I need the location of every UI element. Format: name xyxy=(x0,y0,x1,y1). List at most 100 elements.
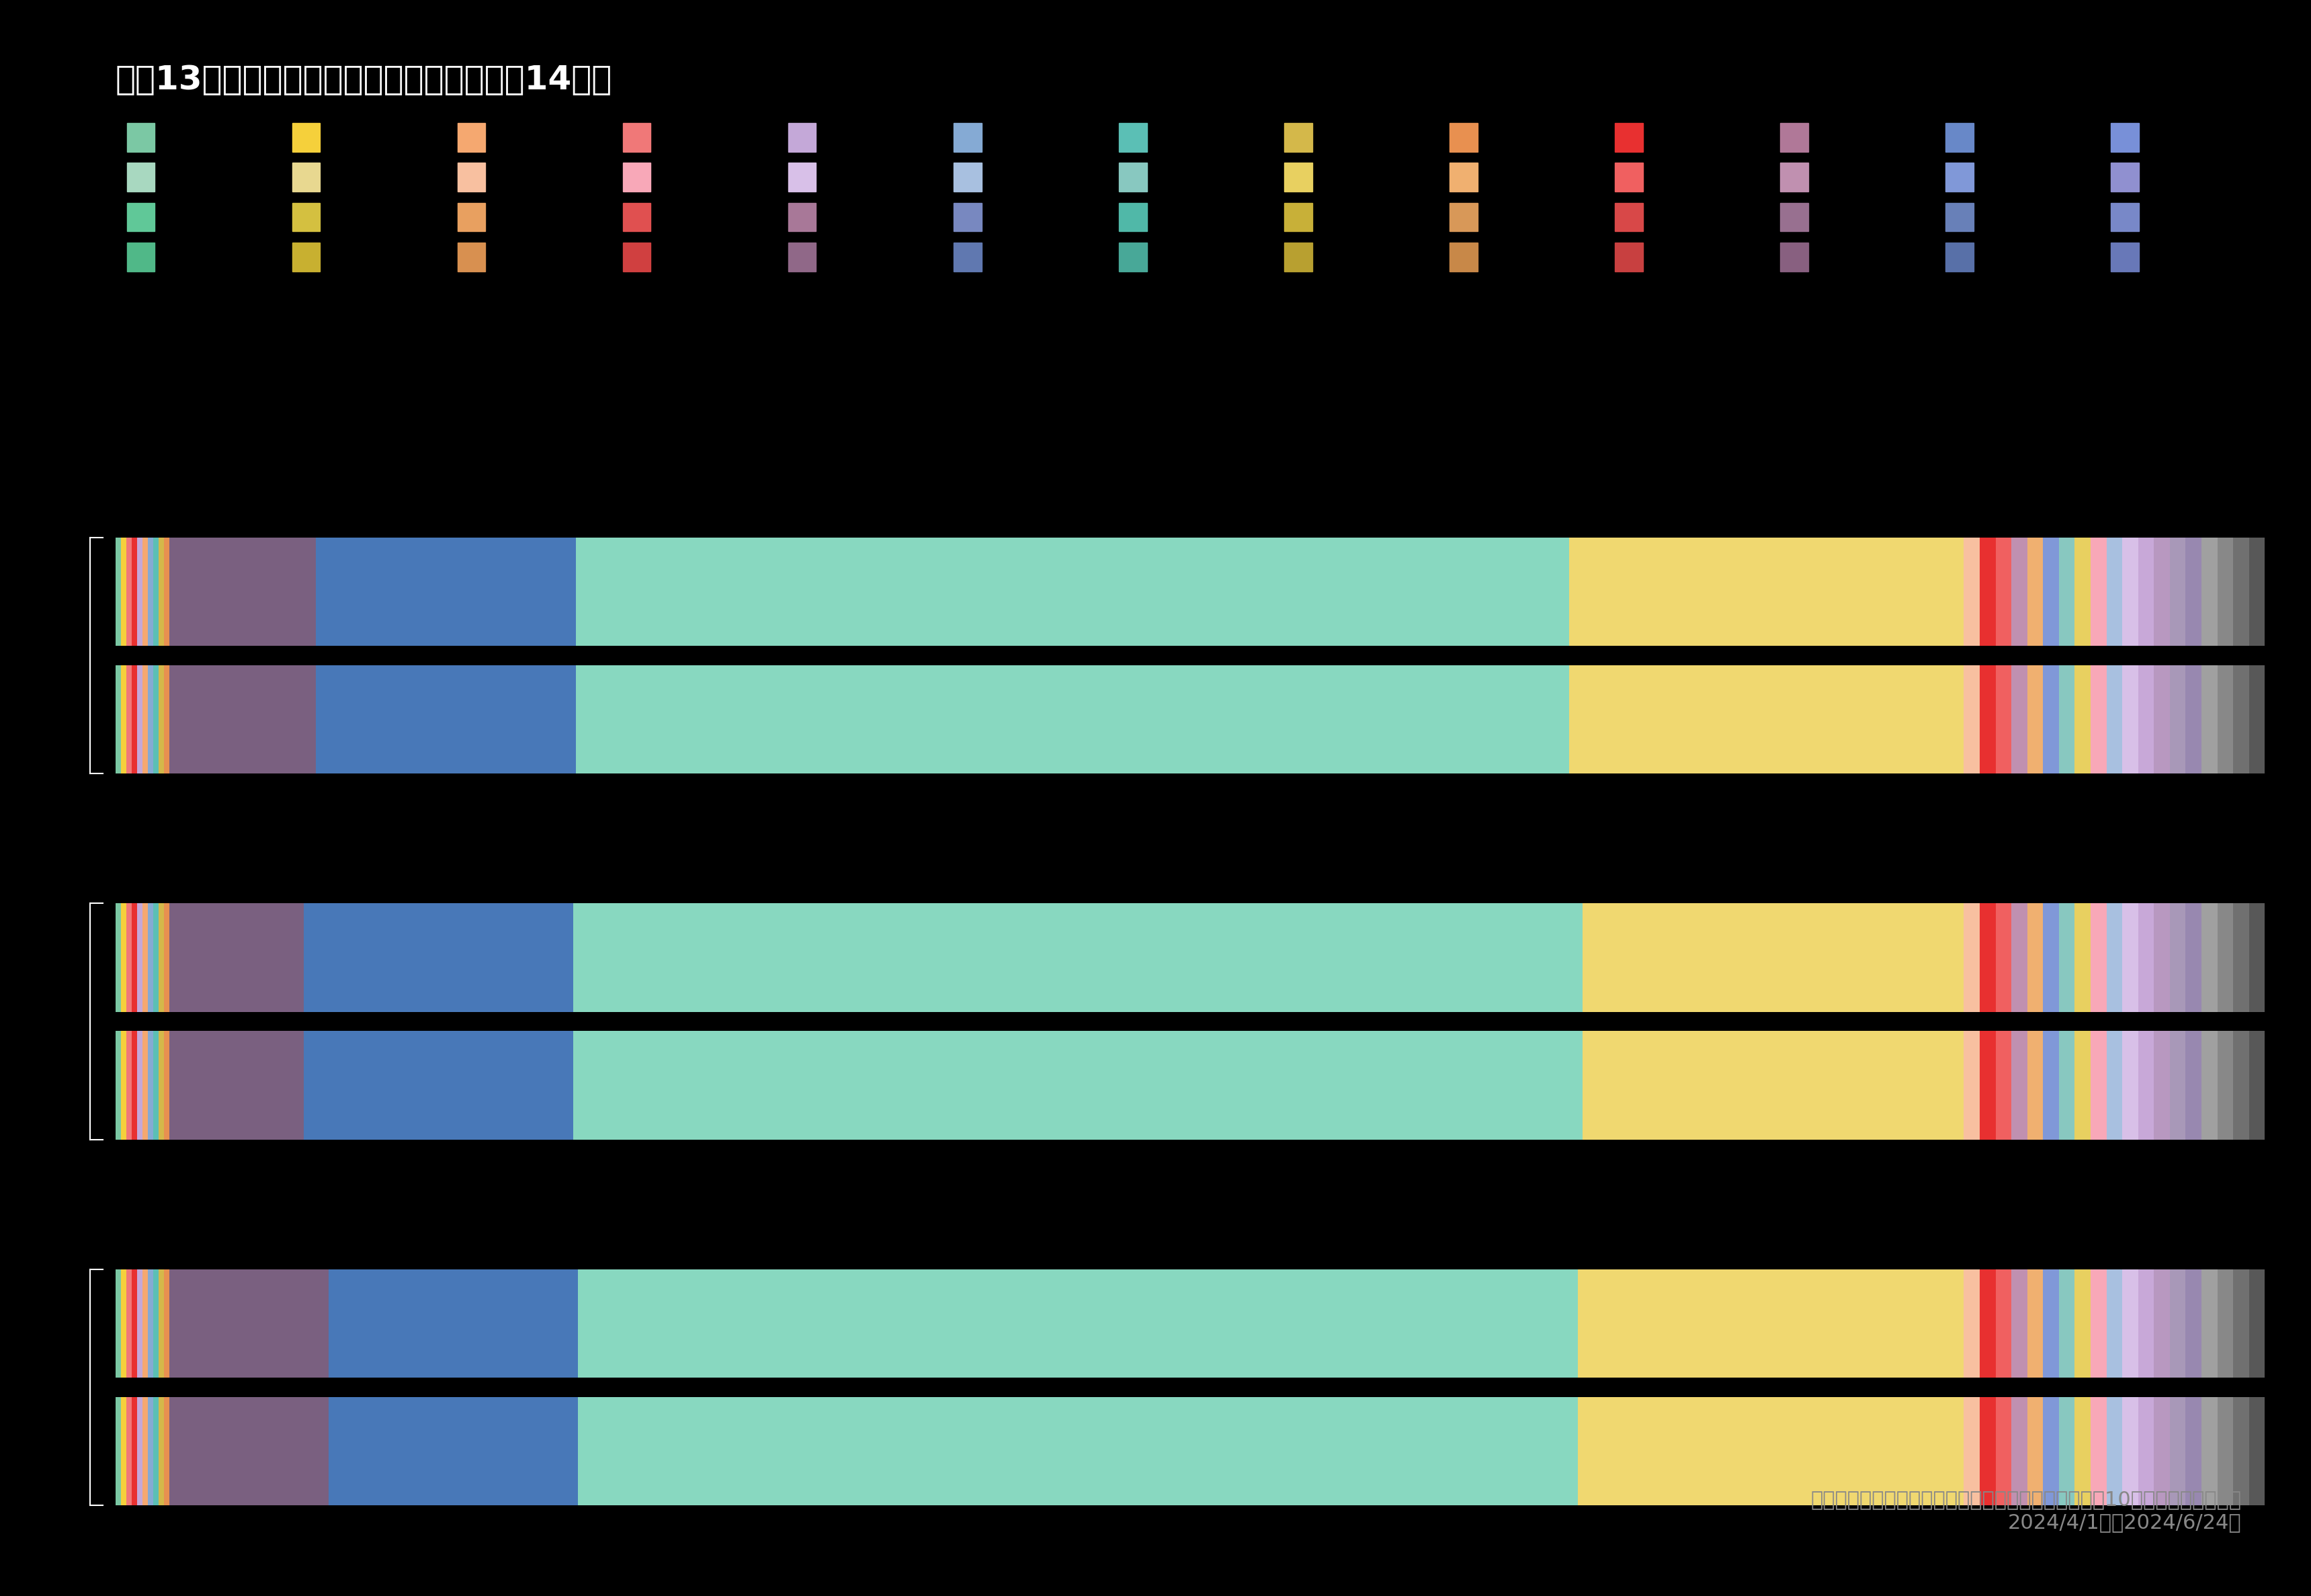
Bar xyxy=(2121,538,2138,646)
Bar xyxy=(2154,666,2170,774)
Text: 直近13週平均の居住地別人口構成　平日－14時台: 直近13週平均の居住地別人口構成 平日－14時台 xyxy=(116,64,612,96)
Bar xyxy=(328,1396,578,1505)
Bar xyxy=(2138,903,2154,1012)
Bar xyxy=(116,666,120,774)
Bar xyxy=(169,903,303,1012)
Bar xyxy=(2138,1396,2154,1505)
Bar xyxy=(1997,1396,2011,1505)
Bar xyxy=(120,666,127,774)
Bar xyxy=(1997,666,2011,774)
Bar xyxy=(317,538,575,646)
Bar xyxy=(2027,1396,2043,1505)
Bar xyxy=(2170,1031,2186,1140)
Bar xyxy=(169,1396,328,1505)
Bar xyxy=(136,1031,143,1140)
Bar xyxy=(2027,1031,2043,1140)
Bar xyxy=(159,538,164,646)
Bar xyxy=(2075,1396,2091,1505)
Bar xyxy=(317,666,575,774)
Bar xyxy=(127,538,132,646)
Bar xyxy=(2138,1269,2154,1377)
Bar xyxy=(143,538,148,646)
Bar xyxy=(153,903,159,1012)
Bar xyxy=(2202,903,2216,1012)
Bar xyxy=(136,1396,143,1505)
Bar xyxy=(2154,538,2170,646)
Bar xyxy=(2043,1396,2059,1505)
Bar xyxy=(164,1396,169,1505)
Bar xyxy=(120,1269,127,1377)
Bar xyxy=(1569,666,1964,774)
Bar xyxy=(164,1269,169,1377)
Bar xyxy=(116,1269,120,1377)
Bar xyxy=(2105,1031,2121,1140)
Bar xyxy=(1964,538,1981,646)
Bar xyxy=(164,666,169,774)
Bar xyxy=(2043,1031,2059,1140)
Bar xyxy=(148,1031,153,1140)
Bar xyxy=(143,1031,148,1140)
Bar xyxy=(2091,538,2105,646)
Bar xyxy=(2170,538,2186,646)
Bar xyxy=(2154,1396,2170,1505)
Bar xyxy=(2249,903,2265,1012)
Bar xyxy=(2011,1396,2027,1505)
Text: データ：モバイル空間統計（エリア内人口分布統計（10分リアルタイム版）
2024/4/1週～2024/6/24週: データ：モバイル空間統計（エリア内人口分布統計（10分リアルタイム版） 2024… xyxy=(1812,1491,2242,1532)
Bar xyxy=(2249,1031,2265,1140)
Bar xyxy=(2216,903,2232,1012)
Bar xyxy=(2170,666,2186,774)
Bar xyxy=(136,538,143,646)
Bar xyxy=(153,538,159,646)
Bar xyxy=(153,1031,159,1140)
Bar xyxy=(2154,903,2170,1012)
Bar xyxy=(578,1396,1578,1505)
Bar xyxy=(2027,666,2043,774)
Bar xyxy=(136,1269,143,1377)
Bar xyxy=(1964,903,1981,1012)
Bar xyxy=(159,1396,164,1505)
Bar xyxy=(303,1031,573,1140)
Bar xyxy=(2059,1396,2075,1505)
Bar xyxy=(573,903,1583,1012)
Bar xyxy=(1981,666,1997,774)
Bar xyxy=(2170,1396,2186,1505)
Bar xyxy=(2091,1269,2105,1377)
Bar xyxy=(153,666,159,774)
Bar xyxy=(2216,1031,2232,1140)
Bar xyxy=(1964,666,1981,774)
Bar xyxy=(2043,903,2059,1012)
Bar xyxy=(2121,666,2138,774)
Bar xyxy=(2091,1396,2105,1505)
Bar xyxy=(2202,1269,2216,1377)
Bar xyxy=(169,1031,303,1140)
Bar xyxy=(2216,666,2232,774)
Bar xyxy=(127,1269,132,1377)
Bar xyxy=(2216,538,2232,646)
Bar xyxy=(2043,1269,2059,1377)
Bar xyxy=(169,666,317,774)
Bar xyxy=(127,1396,132,1505)
Bar xyxy=(136,666,143,774)
Bar xyxy=(2170,903,2186,1012)
Bar xyxy=(2249,538,2265,646)
Bar xyxy=(148,1396,153,1505)
Bar xyxy=(2043,666,2059,774)
Bar xyxy=(2186,666,2202,774)
Bar xyxy=(132,1031,136,1140)
Bar xyxy=(1578,1269,1964,1377)
Bar xyxy=(1997,538,2011,646)
Bar xyxy=(2105,538,2121,646)
Bar xyxy=(2154,1269,2170,1377)
Bar xyxy=(159,1269,164,1377)
Bar xyxy=(1578,1396,1964,1505)
Bar xyxy=(127,903,132,1012)
Bar xyxy=(2027,903,2043,1012)
Bar xyxy=(2059,1031,2075,1140)
Bar xyxy=(2138,1031,2154,1140)
Bar xyxy=(2091,666,2105,774)
Bar xyxy=(120,903,127,1012)
Bar xyxy=(132,538,136,646)
Bar xyxy=(2202,666,2216,774)
Bar xyxy=(2105,903,2121,1012)
Bar xyxy=(2075,903,2091,1012)
